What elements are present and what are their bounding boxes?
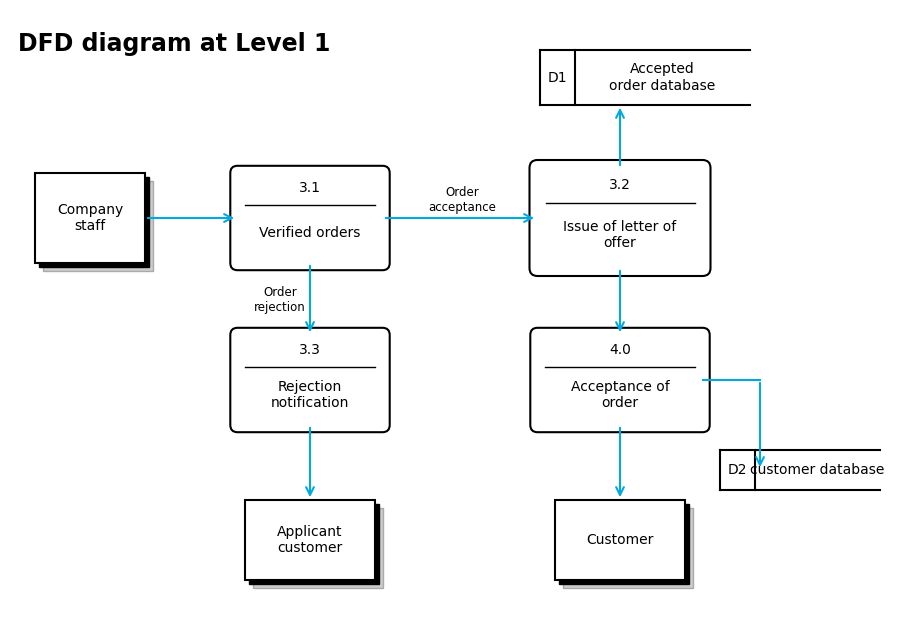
Text: 3.2: 3.2 xyxy=(609,178,631,192)
Text: Verified orders: Verified orders xyxy=(259,226,361,241)
Text: customer database: customer database xyxy=(751,463,885,477)
Text: Order
acceptance: Order acceptance xyxy=(428,186,496,214)
FancyBboxPatch shape xyxy=(529,160,710,276)
Text: 3.1: 3.1 xyxy=(299,181,321,195)
Text: D1: D1 xyxy=(548,70,567,85)
Text: Customer: Customer xyxy=(586,533,653,547)
Text: 3.3: 3.3 xyxy=(299,344,321,357)
FancyBboxPatch shape xyxy=(230,166,390,270)
FancyBboxPatch shape xyxy=(230,328,390,432)
Text: Order
rejection: Order rejection xyxy=(254,286,306,314)
Text: D2: D2 xyxy=(728,463,747,477)
Text: Accepted
order database: Accepted order database xyxy=(609,62,716,92)
Bar xyxy=(555,500,685,580)
Text: Applicant
customer: Applicant customer xyxy=(277,525,343,555)
Bar xyxy=(35,173,145,263)
Bar xyxy=(43,181,153,271)
Bar xyxy=(249,504,379,584)
Text: Rejection
notification: Rejection notification xyxy=(271,380,349,411)
Text: 4.0: 4.0 xyxy=(609,344,631,357)
Bar xyxy=(559,504,689,584)
Bar xyxy=(563,508,693,588)
FancyBboxPatch shape xyxy=(530,328,710,432)
Text: Company
staff: Company staff xyxy=(57,203,123,233)
Bar xyxy=(245,500,375,580)
Bar xyxy=(253,508,383,588)
Text: Acceptance of
order: Acceptance of order xyxy=(571,380,670,411)
Text: DFD diagram at Level 1: DFD diagram at Level 1 xyxy=(18,32,330,56)
Text: Issue of letter of
offer: Issue of letter of offer xyxy=(563,220,677,250)
Bar xyxy=(39,177,149,267)
